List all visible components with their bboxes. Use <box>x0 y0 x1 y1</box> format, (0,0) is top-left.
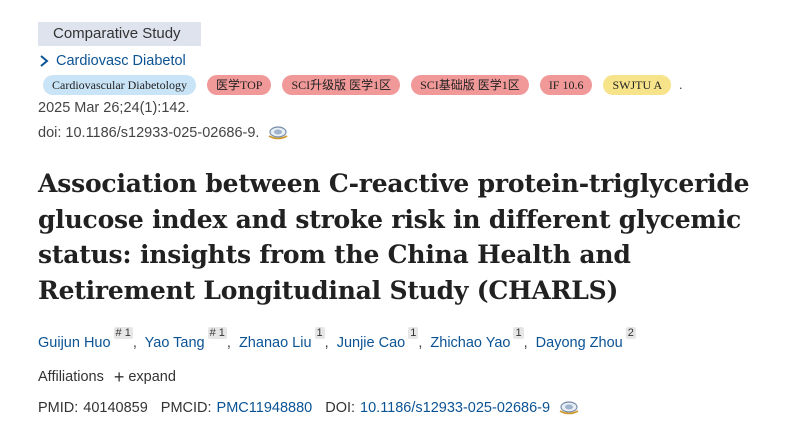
journal-link[interactable]: Cardiovasc Diabetol <box>56 53 186 69</box>
author-link[interactable]: Yao Tang <box>144 334 205 351</box>
author-link[interactable]: Zhichao Yao <box>430 334 511 351</box>
journal-badges: Cardiovascular Diabetology 医学TOP SCI升级版 … <box>43 75 682 95</box>
author-link[interactable]: Zhanao Liu <box>238 334 312 351</box>
pmid-label: PMID: <box>38 400 79 416</box>
badge-impact-factor: IF 10.6 <box>539 75 593 95</box>
author-list: Guijun Huo# 1, Yao Tang# 1, Zhanao Liu1,… <box>38 327 636 351</box>
author-separator: , <box>523 334 528 351</box>
identifiers-row: PMID: 40140859 PMCID: PMC11948880 DOI: 1… <box>38 400 580 416</box>
badge-journal: Cardiovascular Diabetology <box>43 75 196 95</box>
pmid-value: 40140859 <box>83 400 148 416</box>
expand-affiliations-button[interactable]: expand <box>128 369 176 385</box>
author-affiliation-marker[interactable]: # 1 <box>113 327 133 339</box>
author-affiliation-marker[interactable]: 1 <box>513 327 524 339</box>
author-link[interactable]: Guijun Huo <box>38 334 111 351</box>
author-link[interactable]: Junjie Cao <box>336 334 406 351</box>
doi-line: doi: 10.1186/s12933-025-02686-9. <box>38 125 289 141</box>
author-affiliation-marker[interactable]: # 1 <box>207 327 227 339</box>
pmcid-link[interactable]: PMC11948880 <box>216 400 313 416</box>
pmcid-label: PMCID: <box>160 400 212 416</box>
author-separator: , <box>226 334 231 351</box>
plus-icon[interactable]: + <box>113 367 125 387</box>
badge-trailing-dot: . <box>679 77 683 92</box>
author-affiliation-marker[interactable]: 2 <box>625 327 636 339</box>
citation-date: 2025 Mar 26;24(1):142. <box>38 100 190 116</box>
author-link[interactable]: Dayong Zhou <box>535 334 623 351</box>
badge-sci-basic: SCI基础版 医学1区 <box>411 75 529 95</box>
affiliations-row: Affiliations + expand <box>38 367 176 387</box>
journal-actions[interactable]: Cardiovasc Diabetol <box>38 53 186 69</box>
author-separator: , <box>324 334 329 351</box>
full-text-link-icon[interactable] <box>558 401 580 415</box>
chevron-right-icon[interactable] <box>38 54 50 68</box>
affiliations-label: Affiliations <box>38 369 104 385</box>
badge-swjtu: SWJTU A <box>603 75 672 95</box>
full-text-link-icon[interactable] <box>267 126 289 140</box>
doi-link[interactable]: 10.1186/s12933-025-02686-9 <box>360 400 551 416</box>
badge-sci-upgrade: SCI升级版 医学1区 <box>282 75 401 95</box>
badge-medical-top: 医学TOP <box>206 75 272 95</box>
doi-label: DOI: <box>325 400 356 416</box>
author-separator: , <box>418 334 423 351</box>
author-affiliation-marker[interactable]: 1 <box>314 327 325 339</box>
publication-type-label: Comparative Study <box>38 22 201 46</box>
author-separator: , <box>132 334 137 351</box>
doi-text: doi: 10.1186/s12933-025-02686-9. <box>38 125 260 141</box>
article-title: Association between C-reactive protein-t… <box>38 169 750 305</box>
author-affiliation-marker[interactable]: 1 <box>408 327 419 339</box>
